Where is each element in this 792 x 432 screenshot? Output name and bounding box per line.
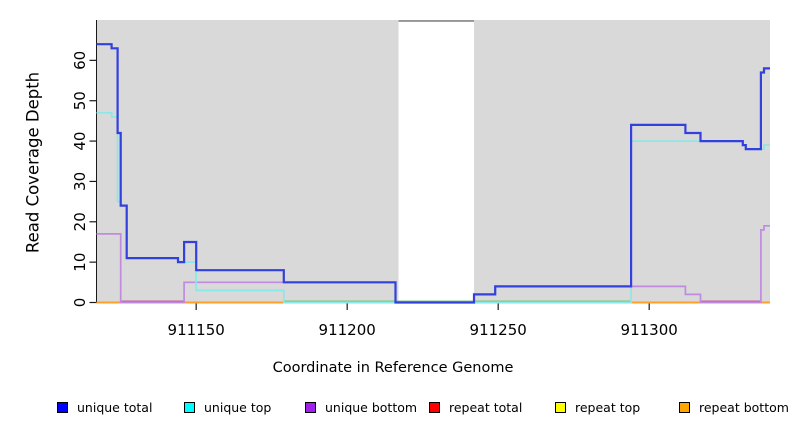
masked-region (398, 20, 475, 303)
y-tick-label: 40 (71, 132, 89, 151)
y-tick-label: 0 (71, 298, 89, 308)
y-tick-label: 20 (71, 212, 89, 231)
x-axis-title: Coordinate in Reference Genome (272, 360, 514, 376)
y-axis-title: Read Coverage Depth (23, 71, 43, 254)
y-tick-label: 30 (71, 172, 89, 191)
x-tick-label: 911150 (168, 321, 225, 339)
y-tick-label: 10 (71, 253, 89, 272)
series-line-unique-total (96, 43, 770, 304)
y-tick-label: 60 (71, 51, 89, 70)
y-tick-label: 50 (71, 91, 89, 110)
x-tick-label: 911200 (319, 321, 376, 339)
x-tick-label: 911300 (621, 321, 678, 339)
x-tick-label: 911250 (470, 321, 527, 339)
